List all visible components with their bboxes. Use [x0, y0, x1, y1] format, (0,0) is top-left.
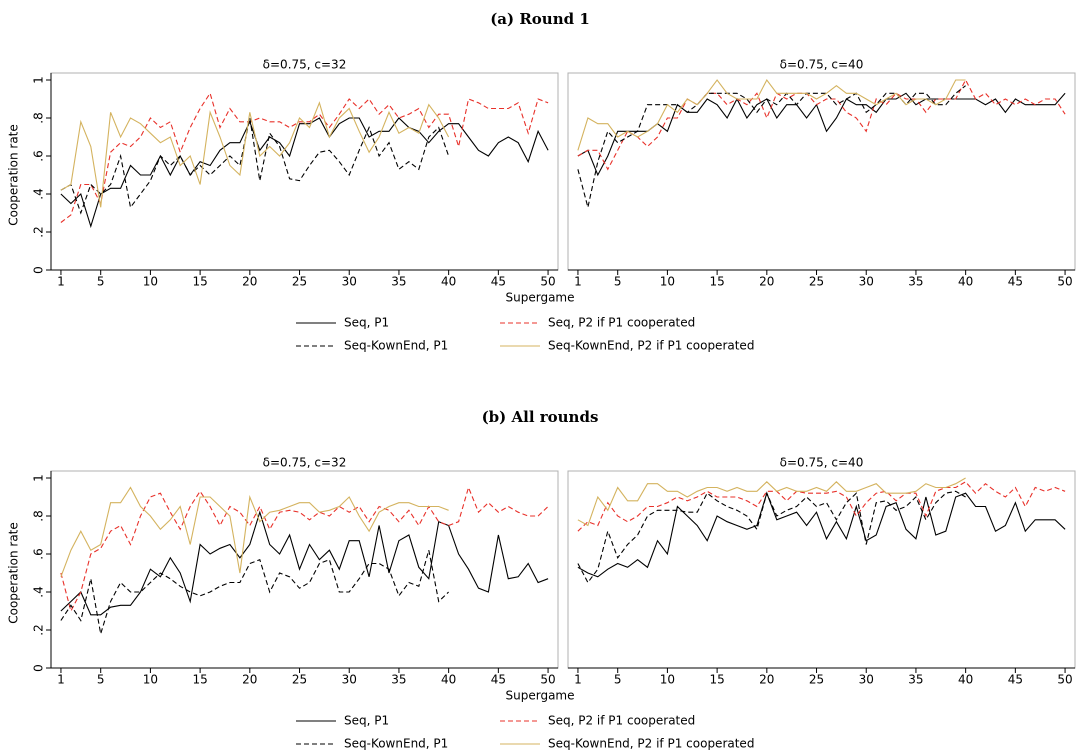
x-tick-label: 35 — [391, 673, 406, 687]
series-line — [577, 477, 966, 527]
x-tick-label: 50 — [540, 673, 555, 687]
figure-title: (b) All rounds — [482, 408, 599, 426]
x-tick-label: 1 — [57, 673, 65, 687]
y-tick-label: 0 — [32, 266, 46, 274]
x-tick-label: 30 — [859, 275, 874, 289]
series-line — [577, 78, 1066, 171]
series-line — [60, 117, 549, 229]
y-axis-label: Cooperation rate — [7, 124, 21, 226]
y-tick-label: .4 — [32, 188, 46, 199]
x-axis-label: Supergame — [506, 291, 575, 305]
x-tick-label: 45 — [1008, 275, 1023, 289]
y-tick-label: 1 — [32, 76, 46, 84]
y-tick-label: .8 — [32, 112, 46, 123]
x-tick-label: 10 — [143, 673, 158, 687]
legend-label: Seq-KownEnd, P1 — [344, 737, 448, 751]
legend-label: Seq, P1 — [344, 316, 389, 330]
x-tick-label: 20 — [242, 673, 257, 687]
series-line — [60, 485, 549, 613]
x-tick-label: 15 — [192, 275, 207, 289]
x-tick-label: 10 — [660, 673, 675, 687]
x-tick-label: 15 — [709, 673, 724, 687]
y-tick-label: .6 — [32, 150, 46, 161]
legend-label: Seq, P1 — [344, 714, 389, 728]
x-tick-label: 50 — [1057, 673, 1072, 687]
y-tick-label: .8 — [32, 510, 46, 521]
y-tick-label: .2 — [32, 226, 46, 237]
x-tick-label: 40 — [958, 275, 973, 289]
x-tick-label: 5 — [614, 673, 622, 687]
x-tick-label: 40 — [441, 275, 456, 289]
x-tick-label: 40 — [441, 673, 456, 687]
plot-frame — [567, 470, 1076, 669]
x-tick-label: 5 — [97, 673, 105, 687]
legend-label: Seq-KownEnd, P2 if P1 cooperated — [548, 339, 754, 353]
x-tick-label: 1 — [574, 673, 582, 687]
legend-label: Seq, P2 if P1 cooperated — [548, 714, 695, 728]
series-line — [60, 550, 449, 634]
x-tick-label: 30 — [859, 673, 874, 687]
x-tick-label: 25 — [292, 673, 307, 687]
x-tick-label: 20 — [759, 275, 774, 289]
y-tick-label: .2 — [32, 624, 46, 635]
series-line — [577, 78, 966, 151]
legend-label: Seq-KownEnd, P2 if P1 cooperated — [548, 737, 754, 751]
plot-frame — [50, 72, 559, 271]
x-tick-label: 10 — [143, 275, 158, 289]
series-line — [60, 101, 450, 208]
x-tick-label: 25 — [292, 275, 307, 289]
x-tick-label: 45 — [491, 673, 506, 687]
x-tick-label: 15 — [709, 275, 724, 289]
y-tick-label: 0 — [32, 664, 46, 672]
y-tick-label: .4 — [32, 586, 46, 597]
panel-subtitle: δ=0.75, c=40 — [780, 456, 864, 470]
series-line — [577, 491, 1066, 578]
x-axis-label: Supergame — [506, 689, 575, 703]
series-line — [60, 510, 549, 616]
x-tick-label: 1 — [57, 275, 65, 289]
x-tick-label: 50 — [540, 275, 555, 289]
figure-title: (a) Round 1 — [490, 10, 590, 28]
x-tick-label: 35 — [391, 275, 406, 289]
panel-subtitle: δ=0.75, c=32 — [263, 58, 347, 72]
x-tick-label: 20 — [759, 673, 774, 687]
legend-label: Seq, P2 if P1 cooperated — [548, 316, 695, 330]
series-line — [577, 92, 1066, 177]
series-line — [577, 85, 966, 208]
panel-subtitle: δ=0.75, c=40 — [780, 58, 864, 72]
panel-subtitle: δ=0.75, c=32 — [263, 456, 347, 470]
y-tick-label: .6 — [32, 548, 46, 559]
series-line — [577, 481, 1066, 532]
x-tick-label: 30 — [342, 673, 357, 687]
x-tick-label: 50 — [1057, 275, 1072, 289]
x-tick-label: 25 — [809, 275, 824, 289]
series-line — [60, 92, 549, 223]
x-tick-label: 40 — [958, 673, 973, 687]
series-line — [60, 486, 449, 577]
y-axis-label: Cooperation rate — [7, 522, 21, 624]
x-tick-label: 20 — [242, 275, 257, 289]
x-tick-label: 45 — [1008, 673, 1023, 687]
legend-label: Seq-KownEnd, P1 — [344, 339, 448, 353]
x-tick-label: 5 — [97, 275, 105, 289]
y-tick-label: 1 — [32, 474, 46, 482]
series-line — [577, 490, 966, 584]
x-tick-label: 45 — [491, 275, 506, 289]
plot-frame — [50, 470, 559, 669]
x-tick-label: 10 — [660, 275, 675, 289]
series-line — [60, 117, 450, 215]
x-tick-label: 35 — [908, 673, 923, 687]
x-tick-label: 15 — [192, 673, 207, 687]
x-tick-label: 25 — [809, 673, 824, 687]
x-tick-label: 5 — [614, 275, 622, 289]
x-tick-label: 1 — [574, 275, 582, 289]
x-tick-label: 35 — [908, 275, 923, 289]
x-tick-label: 30 — [342, 275, 357, 289]
